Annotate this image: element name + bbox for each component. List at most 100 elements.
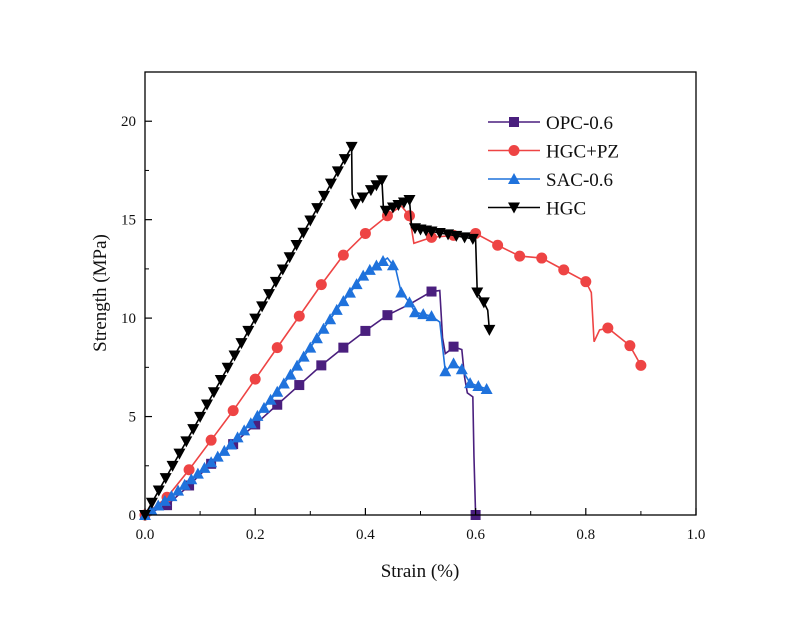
data-point [379,205,392,217]
data-point [349,198,362,210]
data-point [514,250,526,262]
data-point [256,301,269,313]
data-point [417,308,430,320]
y-tick-label: 20 [121,114,136,130]
legend-marker-icon [508,145,520,156]
data-point [166,460,179,472]
data-point [624,340,636,352]
data-point [249,373,261,385]
data-point [455,363,468,375]
data-point [272,399,283,410]
data-point [221,362,234,374]
x-tick-label: 0.2 [246,527,265,543]
data-point [200,399,213,411]
data-point [187,424,200,436]
data-point [297,350,310,362]
data-point [224,438,237,450]
x-tick-label: 0.0 [136,527,155,543]
legend-marker-icon [508,173,520,184]
data-point [191,467,204,479]
data-point [271,342,283,354]
data-point [447,357,460,369]
data-point [363,263,376,275]
data-point [271,385,284,397]
data-point [185,473,198,485]
data-point [165,490,178,502]
data-point [330,303,343,315]
data-point [205,434,217,446]
data-point [377,255,390,267]
data-point [244,417,257,429]
data-point [492,239,504,251]
data-point [318,190,331,202]
data-point [152,485,165,497]
data-point [364,185,377,197]
data-point [304,215,317,227]
data-point [211,450,224,462]
data-point [172,484,185,496]
data-point [338,154,351,166]
data-point [357,269,370,281]
x-tick-label: 0.8 [576,527,595,543]
data-point [205,456,218,468]
series-sac-0-6 [139,255,493,520]
data-point [477,297,490,309]
data-point [145,497,158,509]
data-point [331,166,344,178]
data-point [426,286,437,297]
data-point [356,192,369,204]
data-point [408,306,421,318]
y-tick-label: 15 [121,213,136,229]
data-point [370,180,383,192]
data-point [238,424,251,436]
legend-label: HGC+PZ [546,142,619,163]
data-point [324,178,337,190]
data-point [350,278,363,290]
data-point [483,324,496,336]
series-line [144,204,642,516]
data-point [324,313,337,325]
data-point [536,252,548,264]
data-point [337,249,349,261]
data-point [250,419,261,430]
data-point [395,286,408,298]
data-point [315,279,327,291]
y-tick-label: 0 [129,508,137,524]
x-axis-label: Strain (%) [381,561,460,582]
legend: OPC-0.6 HGC+PZ SAC-0.6 HGC [488,113,619,220]
y-axis-label: Strength (MPa) [90,234,111,352]
data-point [375,175,388,187]
data-point [580,276,592,288]
x-tick-label: 0.4 [356,527,375,543]
data-point [262,289,275,301]
data-point [180,436,193,448]
y-tick-label: 5 [129,410,137,426]
data-point [294,380,305,391]
data-point [291,359,304,371]
data-point [304,341,317,353]
legend-item: HGC+PZ [488,142,619,163]
data-point [264,393,277,405]
data-point [403,296,416,308]
data-point [602,322,614,334]
data-point [297,227,310,239]
data-point [382,310,393,321]
data-point [290,239,303,251]
data-point [178,478,191,490]
series-layer [139,141,647,521]
data-point [311,203,324,215]
data-point [249,313,262,325]
data-point [228,350,241,362]
data-point [158,494,171,506]
legend-label: OPC-0.6 [546,113,613,134]
data-point [425,310,438,322]
x-tick-label: 1.0 [687,527,706,543]
series-hgc [139,141,496,521]
legend-marker-icon [508,202,520,214]
data-point [466,233,479,245]
data-point [194,411,207,423]
data-point [635,359,647,371]
data-point [386,259,399,271]
